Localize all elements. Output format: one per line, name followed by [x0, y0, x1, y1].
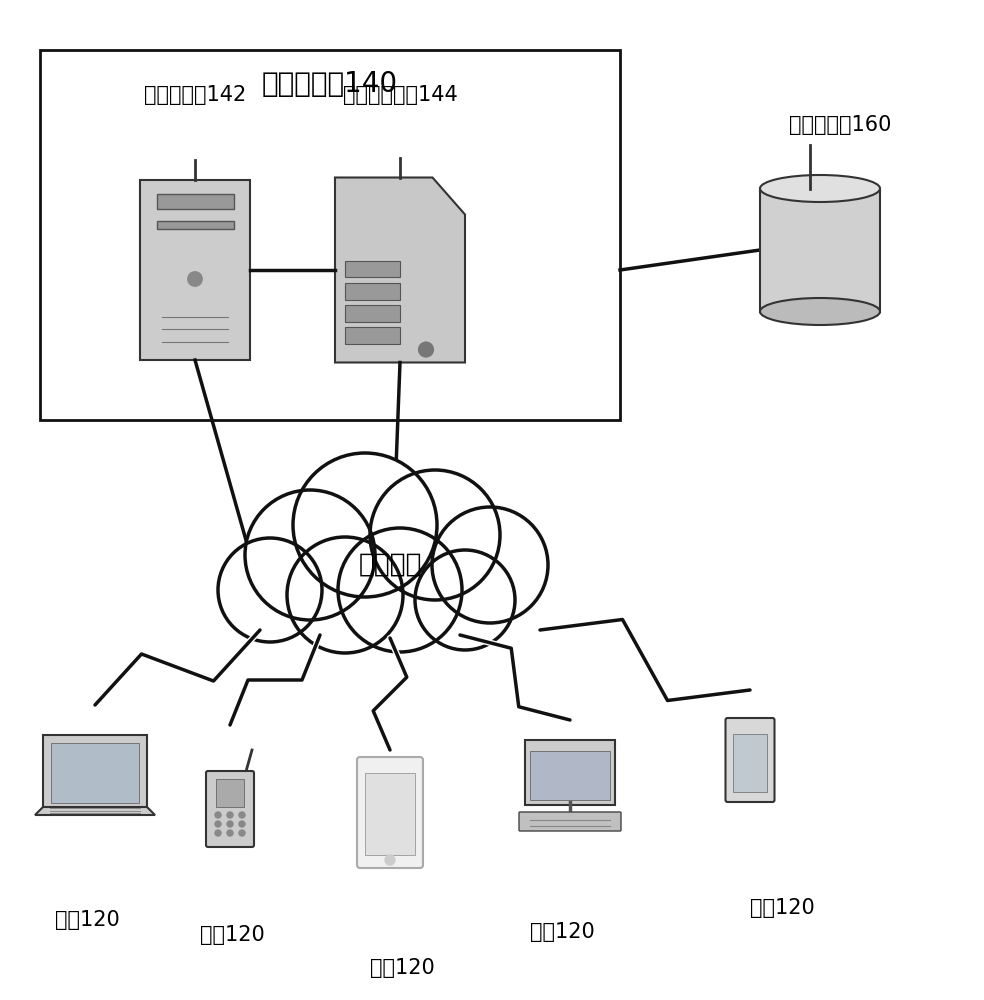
- Circle shape: [215, 821, 221, 827]
- Circle shape: [293, 453, 437, 597]
- Text: 服务器集群140: 服务器集群140: [262, 70, 399, 98]
- FancyBboxPatch shape: [215, 570, 565, 650]
- FancyBboxPatch shape: [40, 50, 620, 420]
- FancyBboxPatch shape: [206, 771, 254, 847]
- FancyBboxPatch shape: [733, 734, 768, 792]
- FancyBboxPatch shape: [760, 188, 880, 312]
- Ellipse shape: [760, 175, 880, 202]
- Circle shape: [215, 830, 221, 836]
- Circle shape: [239, 821, 245, 827]
- Text: 终端120: 终端120: [200, 925, 265, 945]
- Circle shape: [239, 830, 245, 836]
- FancyBboxPatch shape: [519, 812, 621, 831]
- FancyBboxPatch shape: [345, 283, 400, 300]
- FancyBboxPatch shape: [357, 757, 423, 868]
- FancyBboxPatch shape: [525, 740, 615, 805]
- FancyBboxPatch shape: [140, 180, 250, 360]
- Text: 逻辑服务器142: 逻辑服务器142: [144, 85, 246, 105]
- FancyBboxPatch shape: [365, 773, 415, 855]
- Circle shape: [245, 490, 375, 620]
- FancyBboxPatch shape: [43, 735, 147, 810]
- Text: 终端120: 终端120: [750, 898, 815, 918]
- Circle shape: [215, 812, 221, 818]
- Circle shape: [415, 550, 515, 650]
- Circle shape: [385, 855, 395, 865]
- Circle shape: [432, 507, 548, 623]
- Ellipse shape: [760, 298, 880, 325]
- Text: 终端120: 终端120: [370, 958, 435, 978]
- Text: 终端120: 终端120: [55, 910, 120, 930]
- Circle shape: [227, 830, 233, 836]
- Polygon shape: [35, 807, 155, 815]
- FancyBboxPatch shape: [725, 718, 774, 802]
- FancyBboxPatch shape: [156, 221, 233, 229]
- Circle shape: [370, 470, 500, 600]
- FancyBboxPatch shape: [530, 751, 610, 800]
- FancyBboxPatch shape: [216, 779, 244, 807]
- Circle shape: [227, 821, 233, 827]
- Text: 区块链系统160: 区块链系统160: [789, 115, 892, 135]
- Circle shape: [338, 528, 462, 652]
- Circle shape: [227, 812, 233, 818]
- Circle shape: [239, 812, 245, 818]
- Circle shape: [418, 342, 433, 357]
- Text: 终端120: 终端120: [530, 922, 594, 942]
- FancyBboxPatch shape: [51, 743, 139, 803]
- FancyBboxPatch shape: [156, 194, 233, 209]
- FancyBboxPatch shape: [345, 261, 400, 277]
- Circle shape: [188, 272, 202, 286]
- Text: 区块链服务器144: 区块链服务器144: [342, 85, 458, 105]
- FancyBboxPatch shape: [345, 327, 400, 344]
- Text: 通讯网络: 通讯网络: [358, 552, 422, 578]
- Circle shape: [287, 537, 403, 653]
- FancyBboxPatch shape: [345, 305, 400, 322]
- Circle shape: [218, 538, 322, 642]
- Polygon shape: [335, 178, 465, 362]
